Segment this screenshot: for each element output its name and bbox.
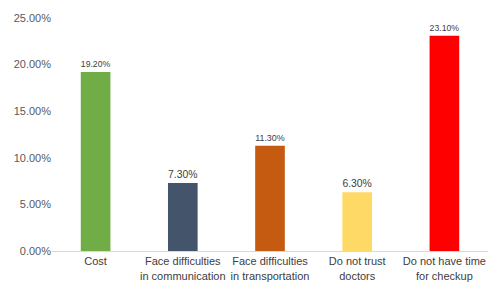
svg-text:Do not trustdoctors: Do not trustdoctors bbox=[329, 255, 386, 281]
svg-text:0.00%: 0.00% bbox=[20, 245, 51, 257]
svg-text:11.30%: 11.30% bbox=[255, 133, 285, 143]
svg-text:Cost: Cost bbox=[84, 255, 107, 267]
svg-text:20.00%: 20.00% bbox=[14, 58, 52, 70]
svg-text:10.00%: 10.00% bbox=[14, 152, 52, 164]
svg-text:5.00%: 5.00% bbox=[20, 198, 51, 210]
svg-text:23.10%: 23.10% bbox=[430, 23, 460, 33]
svg-text:Face difficultiesin communicat: Face difficultiesin communication bbox=[140, 255, 226, 281]
svg-text:6.30%: 6.30% bbox=[342, 178, 371, 189]
svg-text:25.00%: 25.00% bbox=[14, 12, 52, 24]
svg-text:7.30%: 7.30% bbox=[168, 169, 197, 180]
svg-text:Do not have timefor checkup: Do not have timefor checkup bbox=[403, 255, 486, 281]
svg-text:15.00%: 15.00% bbox=[14, 105, 52, 117]
svg-text:19.20%: 19.20% bbox=[81, 59, 111, 69]
svg-text:Face difficultiesin transporta: Face difficultiesin transportation bbox=[231, 255, 310, 281]
